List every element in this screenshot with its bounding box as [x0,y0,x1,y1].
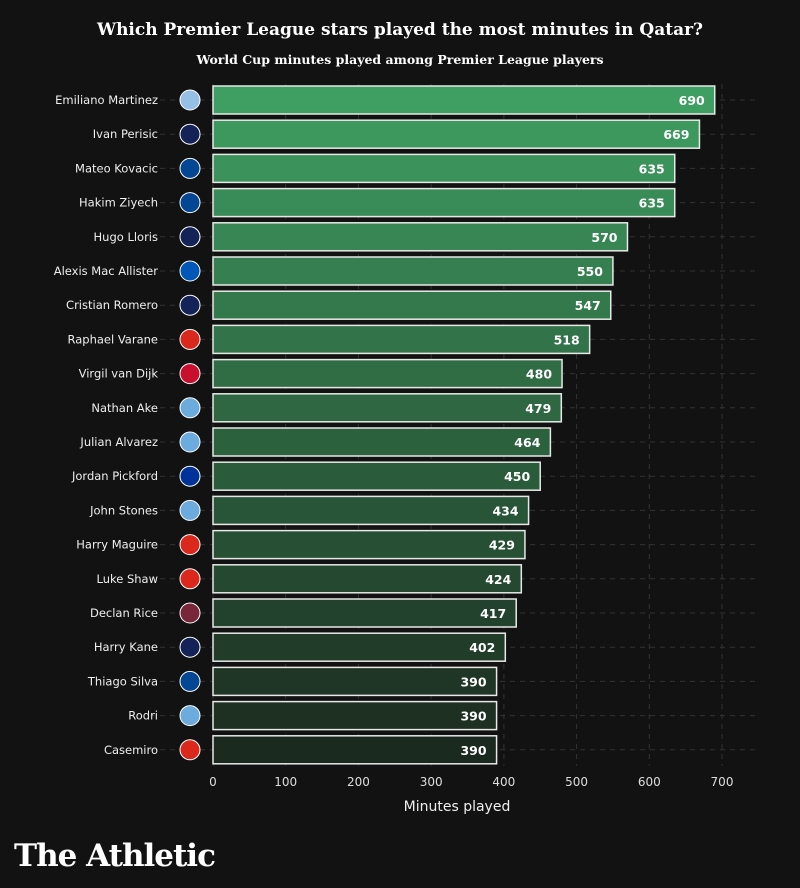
brighton-badge-icon [179,260,201,282]
everton-badge-icon [179,465,201,487]
man-united-badge-icon [179,534,201,556]
tottenham-badge-icon [179,636,201,658]
bar-value-label: 570 [591,230,617,245]
bar-value-label: 402 [469,640,495,655]
bar-value-label: 450 [504,469,530,484]
bar-value-label: 690 [679,93,705,108]
bar-value-label: 550 [577,264,603,279]
bar [212,700,498,731]
chart-subtitle: World Cup minutes played among Premier L… [196,52,604,67]
x-tick-label: 200 [347,775,370,789]
aston-villa-badge-icon [179,89,201,111]
player-label: Alexis Mac Allister [54,264,159,278]
chart-title: Which Premier League stars played the mo… [96,20,704,40]
bar [212,153,676,184]
bar [212,598,517,628]
x-axis-label: Minutes played [404,799,511,815]
x-tick-label: 100 [274,775,297,789]
bar [212,529,526,560]
player-label: Virgil van Dijk [79,367,159,381]
bar-value-label: 518 [554,332,580,347]
the-athletic-logo: The Athletic [14,838,216,874]
bar-value-label: 424 [485,572,511,587]
bar [212,666,498,697]
bar [212,632,507,662]
bar [212,735,498,765]
player-label: Rodri [128,709,158,723]
tottenham-badge-icon [179,294,201,316]
man-city-badge-icon [179,499,201,521]
bar [212,324,591,355]
x-tick-label: 600 [638,775,661,789]
player-label: Nathan Ake [91,401,158,415]
bar-value-label: 547 [575,298,601,313]
liverpool-badge-icon [179,363,201,385]
player-label: Harry Maguire [76,538,158,552]
man-united-badge-icon [179,739,201,761]
bar-value-label: 390 [460,674,486,689]
bar [212,256,614,286]
player-label: John Stones [89,503,158,517]
bar [212,222,629,252]
man-united-badge-icon [179,568,201,590]
bar-value-label: 635 [639,196,665,211]
tottenham-badge-icon [179,226,201,248]
player-label: Cristian Romero [66,298,158,312]
bar-value-label: 390 [460,709,486,724]
bar-value-label: 434 [492,503,518,518]
player-label: Declan Rice [90,606,158,620]
bar [212,564,523,594]
player-label: Harry Kane [94,640,158,654]
bar [212,85,716,115]
tottenham-badge-icon [179,123,201,145]
bar [212,358,563,389]
player-label: Ivan Perisic [93,127,158,141]
chelsea-badge-icon [179,670,201,692]
x-tick-label: 0 [209,775,217,789]
player-label: Thiago Silva [87,674,158,688]
bar [212,427,552,457]
bar-value-label: 464 [514,435,540,450]
player-label: Mateo Kovacic [75,161,158,175]
bar-chart: 0 100 200 300 400 500 600 700 Emiliano Martinez 6… [54,84,760,815]
bar [212,461,541,491]
bar [212,290,612,320]
x-tick-label: 400 [492,775,515,789]
player-label: Raphael Varane [67,332,158,346]
man-city-badge-icon [179,431,201,453]
player-label: Casemiro [104,743,158,757]
west-ham-badge-icon [179,602,201,624]
player-label: Hakim Ziyech [79,196,158,210]
bar [212,393,563,423]
bar-value-label: 390 [460,743,486,758]
man-united-badge-icon [179,328,201,350]
player-label: Jordan Pickford [71,469,158,483]
x-tick-label: 500 [565,775,588,789]
player-label: Hugo Lloris [94,230,158,244]
bar [212,119,701,149]
bar-value-label: 480 [526,367,552,382]
bar [212,187,676,218]
player-label: Julian Alvarez [79,435,158,449]
x-tick-label: 300 [420,775,443,789]
bar-value-label: 479 [525,401,551,416]
bar-value-label: 429 [489,538,515,553]
chelsea-badge-icon [179,157,201,179]
x-tick-label: 700 [711,775,734,789]
player-label: Luke Shaw [96,572,158,586]
bar-value-label: 635 [639,161,665,176]
bar [212,495,530,526]
chelsea-badge-icon [179,192,201,214]
player-label: Emiliano Martinez [55,93,158,107]
man-city-badge-icon [179,397,201,419]
bar-value-label: 417 [480,606,506,621]
bar-value-label: 669 [663,127,689,142]
man-city-badge-icon [179,705,201,727]
